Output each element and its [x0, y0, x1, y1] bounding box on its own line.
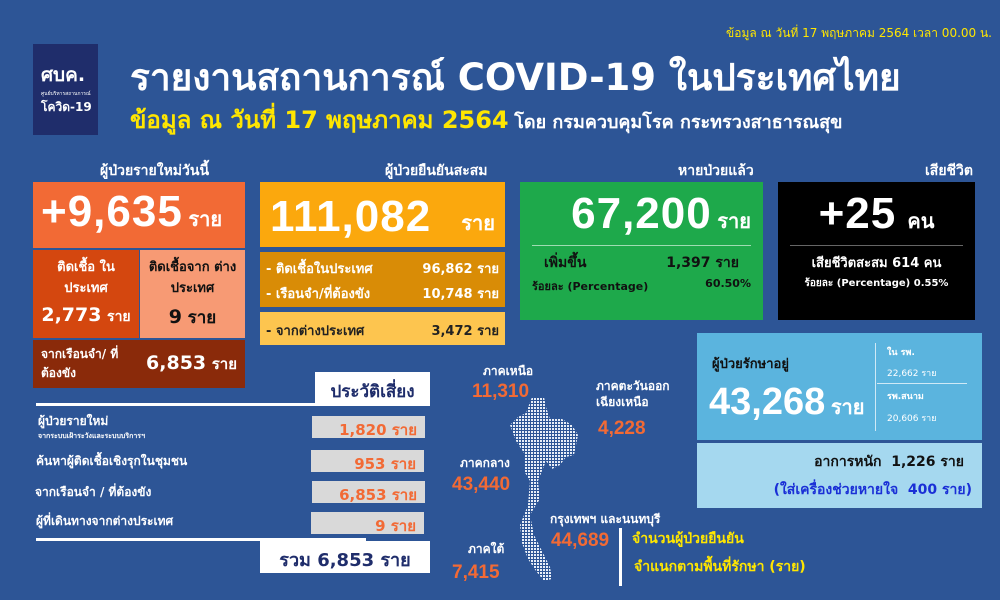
- ventilator-label: (ใส่เครื่องช่วยหายใจ: [773, 482, 899, 498]
- risk-label: ค้นหาผู้ติดเชื้อเชิงรุกในชุมชน: [36, 454, 188, 468]
- unit: ราย: [107, 309, 131, 325]
- imported-value: 9: [168, 306, 182, 328]
- breakdown-value: 10,748 ราย: [422, 287, 499, 302]
- risk-label: ผู้ป่วยรายใหม่จากระบบเฝ้าระวังและระบบบริ…: [38, 412, 145, 442]
- risk-label-text: ผู้ป่วยรายใหม่: [38, 414, 109, 428]
- cum-label: เสียชีวิตสะสม: [811, 256, 888, 271]
- unit: ราย: [187, 308, 217, 328]
- new-cases-heading: ผู้ป่วยรายใหม่วันนี้: [100, 163, 210, 179]
- map-legend-line2: จำแนกตามพื้นที่รักษา (ราย): [634, 559, 806, 575]
- pct-value: 0.55%: [913, 278, 949, 289]
- increase-label: เพิ่มขึ้น: [544, 255, 587, 271]
- region-north-label: ภาคเหนือ: [483, 364, 534, 378]
- recovered-heading: หายป่วยแล้ว: [678, 163, 754, 179]
- cum-value: 614 คน: [892, 256, 942, 271]
- field-hospital-label: รพ.สนาม: [887, 392, 924, 402]
- cumulative-card: 111,082 ราย: [260, 182, 505, 247]
- treatment-card: ผู้ป่วยรักษาอยู่ 43,268 ราย ใน รพ. 22,66…: [697, 333, 982, 440]
- risk-total: รวม 6,853 ราย: [260, 541, 430, 573]
- treatment-value: 43,268: [709, 381, 826, 423]
- deaths-value: +25: [818, 189, 897, 238]
- imported-value: 3,472 ราย: [431, 324, 499, 339]
- region-bangkok-label: กรุงเทพฯ และนนทบุรี: [550, 512, 661, 526]
- unit: ราย: [830, 395, 865, 419]
- pct-value: 60.50%: [705, 277, 751, 290]
- risk-value: 953 ราย: [311, 450, 424, 473]
- region-south-label: ภาคใต้: [468, 542, 505, 556]
- pct-label: ร้อยละ (Percentage): [532, 280, 649, 293]
- logo-abbr: ศบค.: [41, 64, 86, 86]
- cumulative-heading: ผู้ป่วยยืนยันสะสม: [385, 163, 488, 179]
- risk-label-sub: จากระบบเฝ้าระวังและระบบบริการฯ: [38, 432, 145, 440]
- subtitle-date: ข้อมูล ณ วันที่ 17 พฤษภาคม 2564: [130, 106, 509, 134]
- region-south-value: 7,415: [452, 562, 500, 583]
- severe-label: อาการหนัก: [814, 454, 882, 470]
- new-cases-value: +9,635: [41, 187, 183, 236]
- prison-label: จากเรือนจำ/ ที่ต้องขัง: [41, 347, 119, 380]
- cumulative-value: 111,082: [270, 192, 432, 241]
- thailand-map: [510, 397, 578, 581]
- map-legend-line1: จำนวนผู้ป่วยยืนยัน: [632, 531, 744, 547]
- hospital-label: ใน รพ.: [887, 348, 915, 358]
- page-title: รายงานสถานการณ์ COVID-19 ในประเทศไทย: [130, 56, 901, 99]
- cumulative-imported: - จากต่างประเทศ 3,472 ราย: [260, 312, 505, 345]
- risk-label: จากเรือนจำ / ที่ต้องขัง: [35, 485, 152, 499]
- region-north-value: 11,310: [472, 381, 530, 402]
- breakdown-label: - ติดเชื้อในประเทศ: [266, 262, 373, 277]
- deaths-card: +25 คน เสียชีวิตสะสม 614 คน ร้อยละ (Perc…: [778, 182, 975, 320]
- risk-value: 6,853 ราย: [312, 481, 425, 504]
- treatment-total: 43,268 ราย: [709, 383, 865, 423]
- subtitle-source: โดย กรมควบคุมโรค กระทรวงสาธารณสุข: [514, 112, 843, 133]
- unit: ราย: [717, 209, 751, 233]
- breakdown-value: 96,862 ราย: [422, 262, 499, 277]
- domestic-value: 2,773: [41, 304, 102, 326]
- recovered-value: 67,200: [571, 189, 712, 238]
- region-central-value: 43,440: [452, 474, 511, 495]
- imported-label: - จากต่างประเทศ: [266, 324, 365, 339]
- severe-card: อาการหนัก 1,226 ราย (ใส่เครื่องช่วยหายใจ…: [697, 443, 982, 508]
- prison-value: 6,853: [146, 352, 207, 374]
- risk-label: ผู้ที่เดินทางจากต่างประเทศ: [36, 514, 174, 528]
- deaths-heading: เสียชีวิต: [925, 163, 973, 179]
- treatment-label: ผู้ป่วยรักษาอยู่: [712, 357, 789, 372]
- severe-value: 1,226 ราย: [891, 454, 964, 470]
- date-note: ข้อมูล ณ วันที่ 17 พฤษภาคม 2564 เวลา 00.…: [726, 26, 992, 40]
- imported-card: ติดเชื้อจาก ต่างประเทศ 9 ราย: [140, 250, 245, 338]
- domestic-card: ติดเชื้อ ในประเทศ 2,773 ราย: [33, 250, 139, 338]
- logo-covid: โควิด-19: [41, 100, 92, 114]
- region-northeast-label: ภาคตะวันออก เฉียงเหนือ: [596, 379, 670, 409]
- region-central-label: ภาคกลาง: [460, 456, 510, 470]
- prison-card: จากเรือนจำ/ ที่ต้องขัง 6,853 ราย: [33, 340, 245, 388]
- logo-name: ศูนย์บริหารสถานการณ์: [41, 91, 91, 97]
- breakdown-label: - เรือนจำ/ที่ต้องขัง: [266, 287, 371, 302]
- recovered-card: 67,200 ราย เพิ่มขึ้น 1,397 ราย ร้อยละ (Pe…: [520, 182, 763, 320]
- unit: คน: [907, 209, 935, 233]
- new-cases-card: +9,635 ราย: [33, 182, 245, 248]
- pct-label: ร้อยละ (Percentage): [804, 278, 911, 289]
- subtitle: ข้อมูล ณ วันที่ 17 พฤษภาคม 2564 โดย กรมค…: [130, 100, 842, 139]
- cumulative-breakdown: - ติดเชื้อในประเทศ 96,862 ราย - เรือนจำ/ท…: [260, 252, 505, 307]
- ventilator-value: 400 ราย): [907, 482, 972, 498]
- logo: ศบค. ศูนย์บริหารสถานการณ์ โควิด-19: [33, 44, 98, 135]
- increase-value: 1,397 ราย: [666, 255, 739, 271]
- unit: ราย: [211, 355, 237, 373]
- breakdown-row: - เรือนจำ/ที่ต้องขัง 10,748 ราย: [266, 283, 499, 304]
- unit: ราย: [188, 207, 223, 231]
- imported-label: ติดเชื้อจาก ต่างประเทศ: [148, 260, 237, 296]
- risk-value: 1,820 ราย: [312, 416, 425, 439]
- field-hospital-value: 20,606 ราย: [887, 414, 937, 424]
- region-northeast-value: 4,228: [598, 418, 646, 439]
- unit: ราย: [461, 211, 495, 235]
- breakdown-row: - ติดเชื้อในประเทศ 96,862 ราย: [266, 258, 499, 279]
- risk-value: 9 ราย: [311, 512, 424, 535]
- risk-title: ประวัติเสี่ยง: [315, 372, 430, 406]
- domestic-label: ติดเชื้อ ในประเทศ: [57, 260, 115, 296]
- region-bangkok-value: 44,689: [551, 530, 610, 551]
- hospital-value: 22,662 ราย: [887, 369, 937, 379]
